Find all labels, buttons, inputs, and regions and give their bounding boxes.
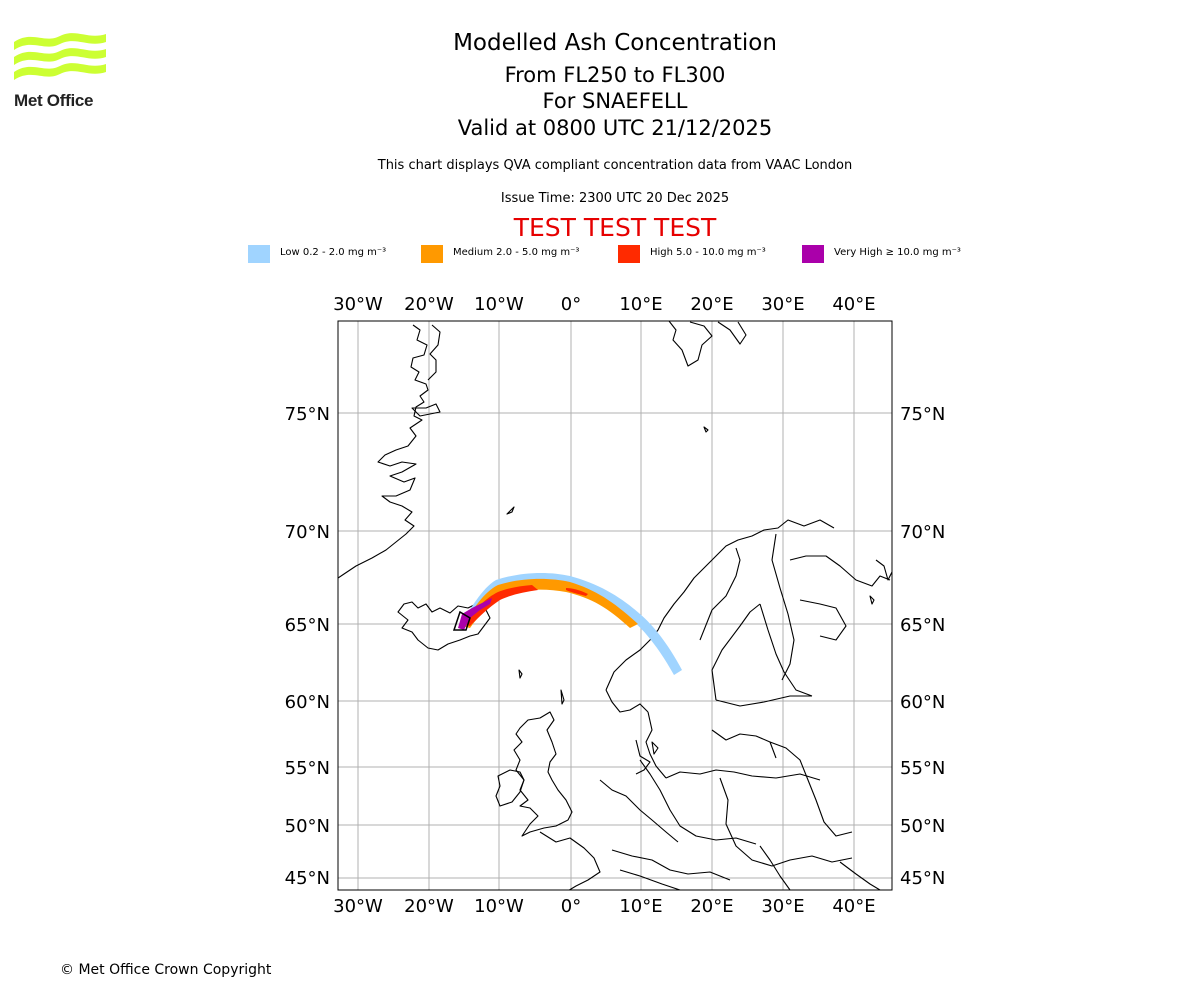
lat-labels-left: 75°N 70°N 65°N 60°N 55°N 50°N 45°N: [285, 404, 330, 889]
legend-label-high: High 5.0 - 10.0 mg m⁻³: [650, 247, 766, 258]
valid-time: Valid at 0800 UTC 21/12/2025: [457, 116, 773, 140]
lon-label-bottom: 30°W: [333, 896, 383, 917]
lat-label-right: 70°N: [900, 522, 945, 543]
map-gridlines: [338, 321, 892, 890]
lon-label-bottom: 20°E: [690, 896, 733, 917]
lon-label-bottom: 10°W: [474, 896, 524, 917]
issue-time: Issue Time: 2300 UTC 20 Dec 2025: [500, 191, 730, 206]
met-office-logo: [14, 33, 106, 80]
lon-label-top: 20°W: [404, 294, 454, 315]
chart-title: Modelled Ash Concentration: [453, 30, 777, 56]
legend-swatch-very-high: [802, 245, 824, 263]
legend-swatch-low: [248, 245, 270, 263]
lon-label-bottom: 0°: [561, 896, 581, 917]
lon-label-bottom: 40°E: [832, 896, 875, 917]
legend: Low 0.2 - 2.0 mg m⁻³ Medium 2.0 - 5.0 mg…: [0, 244, 1200, 264]
lon-label-bottom: 30°E: [761, 896, 804, 917]
legend-swatch-high: [618, 245, 640, 263]
lon-labels-top: 30°W 20°W 10°W 0° 10°E 20°E 30°E 40°E: [333, 294, 875, 315]
legend-swatch-medium: [421, 245, 443, 263]
plume-high-patch: [566, 588, 588, 596]
lon-label-bottom: 10°E: [619, 896, 662, 917]
lat-label-right: 65°N: [900, 615, 945, 636]
met-office-logo-text: Met Office: [14, 91, 94, 110]
lon-label-top: 30°W: [333, 294, 383, 315]
lon-label-top: 10°E: [619, 294, 662, 315]
plume-very-high: [458, 598, 492, 630]
lat-label-left: 70°N: [285, 522, 330, 543]
lon-label-top: 0°: [561, 294, 581, 315]
lat-label-left: 55°N: [285, 758, 330, 779]
legend-label-very-high: Very High ≥ 10.0 mg m⁻³: [834, 247, 961, 258]
lon-label-top: 20°E: [690, 294, 733, 315]
lon-label-top: 40°E: [832, 294, 875, 315]
lat-label-left: 60°N: [285, 692, 330, 713]
lon-label-top: 30°E: [761, 294, 804, 315]
lat-label-left: 65°N: [285, 615, 330, 636]
lat-label-right: 45°N: [900, 868, 945, 889]
lon-label-bottom: 20°W: [404, 896, 454, 917]
lat-label-right: 75°N: [900, 404, 945, 425]
lon-label-top: 10°W: [474, 294, 524, 315]
plume-high: [464, 585, 538, 626]
volcano-marker: [452, 610, 471, 631]
coastlines: [338, 321, 892, 890]
chart-subtitle: This chart displays QVA compliant concen…: [377, 158, 853, 173]
lat-label-right: 60°N: [900, 692, 945, 713]
lat-label-left: 45°N: [285, 868, 330, 889]
legend-label-medium: Medium 2.0 - 5.0 mg m⁻³: [453, 247, 580, 258]
legend-label-low: Low 0.2 - 2.0 mg m⁻³: [280, 247, 387, 258]
lat-labels-right: 75°N 70°N 65°N 60°N 55°N 50°N 45°N: [900, 404, 945, 889]
ash-plume: [458, 572, 682, 675]
map-frame: [337, 320, 893, 891]
test-banner: TEST TEST TEST: [513, 213, 717, 242]
copyright-notice: © Met Office Crown Copyright: [60, 962, 272, 978]
lat-label-right: 55°N: [900, 758, 945, 779]
flight-level-range: From FL250 to FL300: [504, 63, 726, 87]
volcano-name: For SNAEFELL: [542, 89, 688, 113]
lat-label-left: 50°N: [285, 816, 330, 837]
lat-label-right: 50°N: [900, 816, 945, 837]
lat-label-left: 75°N: [285, 404, 330, 425]
lon-labels-bottom: 30°W 20°W 10°W 0° 10°E 20°E 30°E 40°E: [333, 896, 875, 917]
